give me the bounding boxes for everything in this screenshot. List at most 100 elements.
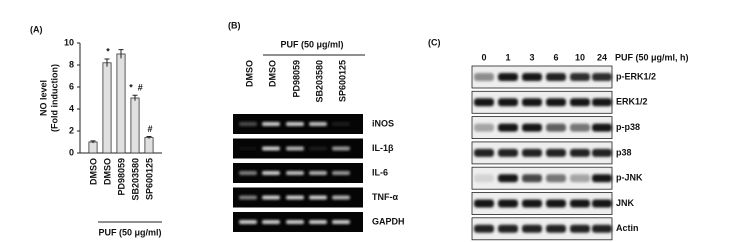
treatment-label: PUF (50 μg/ml) <box>280 39 343 49</box>
blot-band <box>498 224 518 233</box>
blot-band <box>592 174 612 183</box>
row-label: iNOS <box>372 118 394 128</box>
blot-band <box>570 148 590 157</box>
gel-band <box>239 220 257 224</box>
blot-band <box>498 73 518 81</box>
gel-band <box>239 122 257 126</box>
blot-band <box>522 224 542 233</box>
blot-band <box>592 73 612 81</box>
row-label: GAPDH <box>372 216 405 226</box>
blot-band <box>474 148 494 157</box>
blot-band <box>570 73 590 81</box>
y-axis-label: NO level <box>38 80 48 116</box>
blot-band <box>498 199 518 208</box>
bar-annotation: * <box>106 46 110 56</box>
gel-band <box>309 171 327 175</box>
gel-band <box>239 171 257 175</box>
blot-band <box>522 148 542 157</box>
gel-band <box>262 171 280 175</box>
gel-band <box>286 220 304 224</box>
blot-band <box>592 123 612 132</box>
gel-band <box>286 122 304 126</box>
blot-band <box>474 98 494 107</box>
y-tick-label: 6 <box>69 81 74 91</box>
lane-label: SB203580 <box>314 60 324 103</box>
blot-band <box>522 199 542 208</box>
gel-band <box>286 171 304 175</box>
gel-band <box>332 122 350 126</box>
blot-band <box>474 73 494 81</box>
row-label: IL-6 <box>372 167 388 177</box>
blot-band <box>474 174 494 183</box>
blot-band <box>522 73 542 81</box>
blot-band <box>498 174 518 183</box>
blot-band <box>592 148 612 157</box>
error-bar <box>146 136 152 139</box>
blot-band <box>498 123 518 132</box>
blot-band <box>522 98 542 107</box>
treatment-label: PUF (50 μg/ml, h) <box>615 52 689 62</box>
row-label: p-ERK1/2 <box>616 71 656 81</box>
blot-band <box>474 123 494 132</box>
bar <box>130 97 140 154</box>
gel-band <box>286 146 304 151</box>
gel-band <box>332 171 350 175</box>
gel-band <box>262 195 280 200</box>
gel-band <box>332 195 350 200</box>
gel-band <box>239 195 257 200</box>
blot-band <box>592 199 612 208</box>
y-tick-label: 4 <box>69 103 74 113</box>
timepoint-label: 1 <box>505 52 510 62</box>
error-bar <box>104 58 110 67</box>
timepoint-label: 3 <box>529 52 534 62</box>
blot-band <box>498 98 518 107</box>
blot-band <box>570 98 590 107</box>
blot-band <box>498 148 518 157</box>
panel-label: (B) <box>228 20 241 30</box>
y-tick-label: 10 <box>64 37 74 47</box>
blot-band <box>592 98 612 107</box>
lane-label: DMSO <box>267 60 277 87</box>
timepoint-label: 6 <box>553 52 558 62</box>
blot-band <box>546 199 566 208</box>
gel-band <box>262 122 280 126</box>
error-bar <box>132 94 138 101</box>
row-label: TNF-α <box>372 192 398 202</box>
panel-label: (A) <box>30 24 43 34</box>
gel-band <box>309 195 327 200</box>
gel-band <box>262 146 280 151</box>
x-tick-label: PD98059 <box>116 158 126 196</box>
row-label: ERK1/2 <box>616 97 648 107</box>
x-tick-label: DMSO <box>88 158 98 185</box>
bar-annotation: * # <box>129 83 143 93</box>
lane-label: PD98059 <box>291 60 301 98</box>
timepoint-label: 0 <box>481 52 486 62</box>
gel-band <box>332 220 350 224</box>
bar <box>144 137 154 154</box>
y-tick-label: 8 <box>69 59 74 69</box>
y-tick-label: 2 <box>69 125 74 135</box>
timepoint-label: 10 <box>575 52 585 62</box>
error-bar <box>90 140 96 144</box>
blot-band <box>546 73 566 81</box>
y-axis-label: (Fold induction) <box>49 64 59 132</box>
row-label: p38 <box>616 147 632 157</box>
blot-band <box>570 123 590 132</box>
gel-band <box>262 220 280 224</box>
blot-band <box>546 224 566 233</box>
bar <box>102 62 112 154</box>
row-label: JNK <box>616 198 635 208</box>
gel-band <box>309 146 327 151</box>
gel-band <box>309 220 327 224</box>
blot-band <box>546 123 566 132</box>
blot-band <box>546 98 566 107</box>
x-tick-label: SP600125 <box>144 158 154 200</box>
row-label: IL-1β <box>372 143 394 153</box>
bar <box>88 141 98 154</box>
error-bar <box>118 49 124 59</box>
blot-band <box>570 174 590 183</box>
lane-label: SP600125 <box>337 60 347 102</box>
blot-band <box>474 224 494 233</box>
row-label: p-JNK <box>616 173 643 183</box>
